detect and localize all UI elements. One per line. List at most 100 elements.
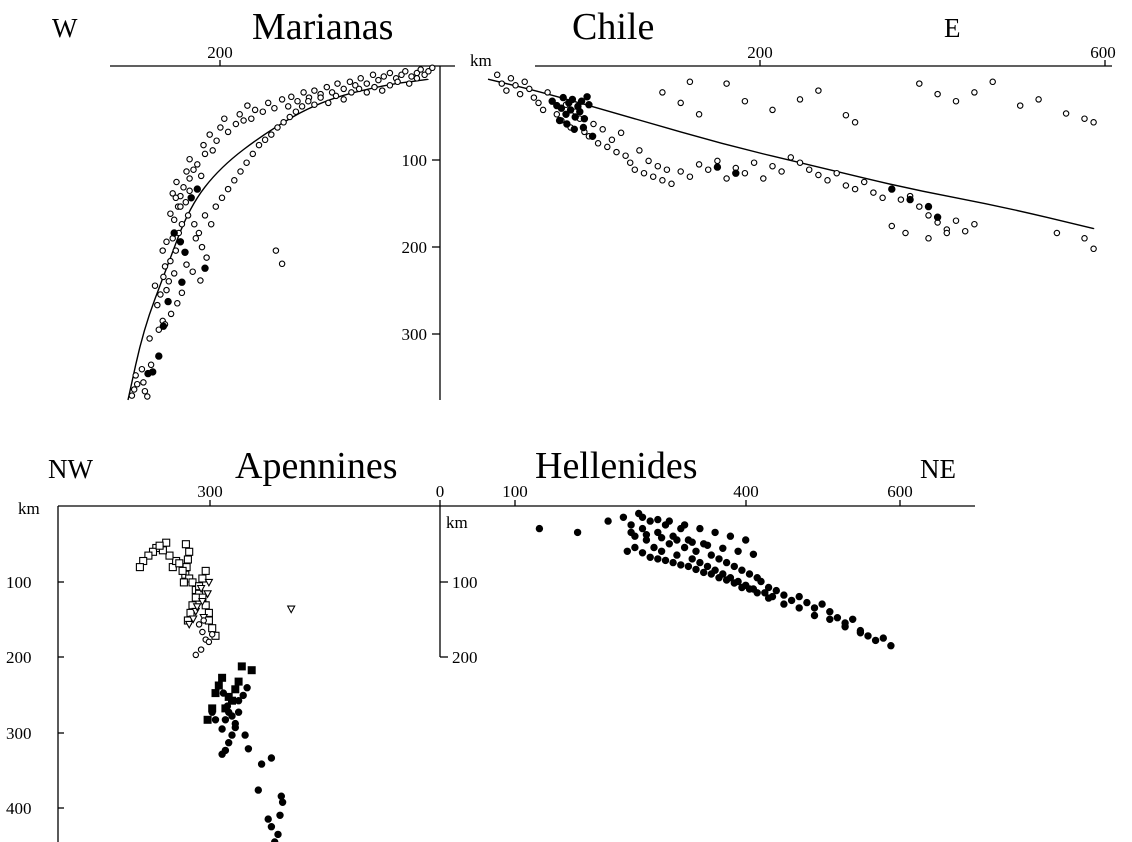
marianas-point-open-circle [332, 92, 340, 100]
hellenides-point-filled-circle [730, 562, 738, 571]
chile-point-filled-circle [568, 95, 577, 104]
chile-point-open-circle [769, 162, 776, 170]
marianas-point-open-circle [163, 238, 170, 246]
marianas-point-open-circle [334, 80, 341, 87]
marianas-point-open-circle [132, 372, 139, 379]
chile-point-filled-circle [713, 163, 722, 171]
hellenides-point-filled-circle [856, 629, 865, 637]
apennines-point-filled-circle [267, 823, 276, 831]
apennines-point-filled-circle [211, 716, 220, 724]
apennines-point-open-triangle [197, 597, 207, 607]
hellenides-point-filled-circle [707, 570, 715, 578]
chile-point-open-circle [1081, 235, 1088, 242]
hellenides-point-filled-circle [646, 553, 654, 561]
marianas-point-open-circle [178, 289, 186, 297]
chile-point-filled-circle [588, 132, 597, 141]
marianas-point-open-circle [197, 172, 205, 180]
marianas-point-open-circle [209, 147, 216, 154]
hellenides-point-filled-circle [715, 574, 723, 582]
marianas-point-open-circle [398, 71, 405, 79]
marianas-point-open-circle [159, 247, 166, 254]
chile-point-open-circle [952, 217, 960, 224]
marianas-point-open-circle [355, 85, 363, 93]
apennines-x-tick-label-300: 300 [197, 482, 223, 501]
marianas-point-open-circle [195, 229, 203, 237]
marianas-point-open-circle [161, 263, 169, 270]
marianas-point-open-circle [163, 286, 170, 294]
hellenides-point-filled-circle [646, 517, 654, 525]
marianas-points [128, 64, 436, 400]
hellenides-point-filled-circle [638, 513, 647, 521]
hellenides-x-tick-label-600: 600 [887, 482, 913, 501]
apennines-point-open-square [208, 624, 217, 633]
apennines-point-filled-circle [218, 725, 226, 733]
marianas-point-open-circle [249, 150, 257, 158]
chile-point-open-circle [879, 194, 886, 202]
marianas-direction-left: W [52, 13, 78, 43]
marianas-y-tick-label-200: 200 [402, 238, 428, 257]
apennines-point-open-triangle [203, 590, 213, 599]
marianas-point-open-circle [170, 270, 178, 277]
marianas-point-open-circle [317, 94, 324, 101]
chile-point-open-circle [677, 99, 684, 107]
apennines-point-filled-circle [228, 731, 236, 739]
chile-point-open-circle [815, 87, 822, 94]
apennines-point-filled-circle [234, 697, 243, 705]
chile-point-open-circle [686, 78, 694, 86]
marianas-point-open-circle [244, 102, 251, 109]
chile-point-filled-circle [906, 195, 914, 204]
hellenides-point-filled-circle [673, 536, 681, 544]
marianas-point-open-circle [417, 66, 424, 73]
apennines-point-filled-circle [223, 702, 232, 710]
hellenides-point-filled-circle [703, 562, 712, 571]
hellenides-point-filled-circle [738, 566, 746, 574]
chile-point-open-circle [870, 189, 877, 196]
marianas-point-open-circle [421, 71, 428, 79]
chile-point-open-circle [544, 89, 551, 96]
marianas-point-open-circle [294, 97, 301, 105]
marianas-point-open-circle [328, 89, 336, 96]
apennines-points [135, 538, 296, 842]
chile-point-open-circle [897, 196, 905, 203]
hellenides-point-filled-circle [722, 558, 731, 567]
chile-x-tick-label-200: 200 [747, 43, 773, 62]
marianas-point-open-circle [182, 198, 190, 206]
marianas-point-open-circle [144, 393, 151, 400]
apennines-point-filled-circle [218, 750, 226, 758]
hellenides-point-filled-circle [703, 541, 712, 549]
hellenides-point-filled-circle [638, 524, 647, 533]
marianas-y-tick-label-100: 100 [402, 151, 428, 170]
apennines-point-open-triangle [204, 578, 214, 588]
apennines-y-tick-label-400: 400 [6, 799, 32, 818]
hellenides-point-filled-circle [887, 642, 895, 650]
hellenides-point-filled-circle [692, 547, 700, 555]
chile-point-open-circle [902, 229, 909, 237]
marianas-point-open-circle [130, 386, 138, 393]
chile-point-filled-circle [583, 93, 591, 101]
marianas-point-open-circle [272, 247, 280, 254]
chile-point-filled-circle [555, 116, 564, 125]
chile-point-open-circle [659, 177, 666, 184]
marianas-point-open-circle [429, 64, 436, 72]
apennines-direction-left: NW [48, 454, 93, 484]
chile-point-open-circle [833, 169, 840, 177]
apennines-point-filled-circle [225, 739, 233, 747]
chile-point-open-circle [851, 185, 859, 193]
marianas-point-open-circle [323, 83, 331, 91]
chile-point-open-circle [714, 157, 721, 165]
apennines-y-tick-label-100: 100 [6, 573, 32, 592]
hellenides-point-filled-circle [680, 521, 689, 529]
hellenides-point-filled-circle [692, 565, 700, 574]
marianas-point-open-circle [378, 87, 386, 94]
chile-point-open-circle [526, 85, 533, 93]
chile-point-open-circle [512, 82, 519, 89]
marianas-point-open-circle [203, 254, 210, 261]
marianas-point-filled-circle [144, 369, 152, 378]
marianas-title: Marianas [252, 6, 393, 48]
hellenides-point-filled-circle [730, 579, 738, 587]
hellenides-point-filled-circle [772, 586, 780, 595]
hellenides-point-filled-circle [764, 594, 773, 602]
marianas-point-filled-circle [170, 229, 178, 237]
hellenides-point-filled-circle [738, 583, 746, 592]
